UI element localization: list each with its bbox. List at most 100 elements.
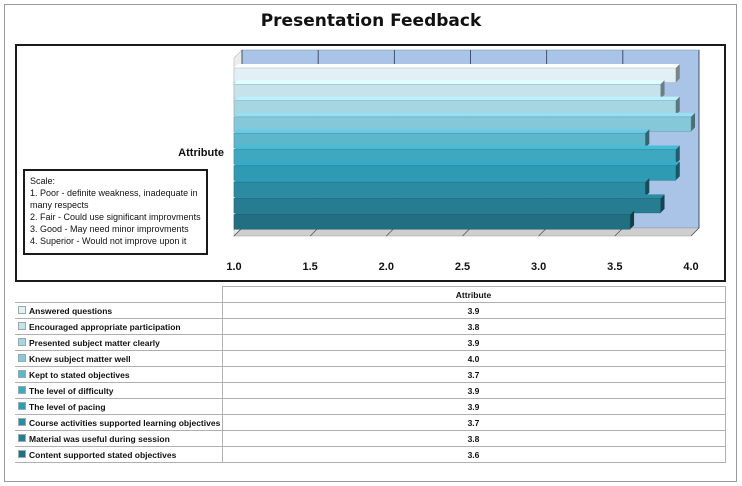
table-category-label: Course activities supported learning obj… (29, 417, 221, 428)
legend-swatch-icon (18, 401, 26, 410)
bar-9 (233, 194, 665, 214)
table-row: Presented subject matter clearly 3.9 (15, 334, 726, 351)
x-tick-label: 1.0 (226, 261, 242, 273)
table-value-cell: 3.6 (221, 446, 726, 463)
legend-swatch-icon (18, 417, 26, 426)
table-value-cell: 3.9 (221, 302, 726, 319)
table-value-cell: 3.7 (221, 414, 726, 431)
table-row: The level of pacing 3.9 (15, 398, 726, 415)
x-gridline-floor (690, 227, 700, 237)
x-tick-label: 2.0 (378, 261, 394, 273)
bar-top-face (234, 80, 665, 85)
bar-top-face (234, 112, 695, 117)
table-header-cell: Attribute (221, 286, 726, 303)
table-category-cell: Encouraged appropriate participation (15, 318, 223, 335)
table-row: Encouraged appropriate participation 3.8 (15, 318, 726, 335)
table-value-cell: 4.0 (221, 350, 726, 367)
table-category-cell: Knew subject matter well (15, 350, 223, 367)
bar-10 (233, 210, 635, 230)
table-value-cell: 3.7 (221, 366, 726, 383)
table-value-cell: 3.9 (221, 382, 726, 399)
table-category-label: The level of pacing (29, 401, 106, 412)
bar-top-face (234, 129, 650, 134)
legend-swatch-icon (18, 369, 26, 378)
table-row: Knew subject matter well 4.0 (15, 350, 726, 367)
table-category-cell: Kept to stated objectives (15, 366, 223, 383)
scale-line-3: 3. Good - May need minor improvments (30, 224, 189, 234)
x-tick-label: 2.5 (454, 261, 471, 273)
legend-swatch-icon (18, 385, 26, 394)
table-row: Kept to stated objectives 3.7 (15, 366, 726, 383)
bar-top-face (234, 194, 665, 199)
bar-end-face (675, 161, 680, 181)
scale-legend-box: Scale: 1. Poor - definite weakness, inad… (23, 169, 208, 255)
table-category-label: Kept to stated objectives (29, 369, 130, 380)
bar-top-face (234, 178, 650, 183)
bar-end-face (660, 80, 665, 99)
bar-end-face (660, 194, 665, 213)
table-header-row: Attribute (15, 286, 726, 303)
table-row: Content supported stated objectives 3.6 (15, 446, 726, 463)
table-category-cell: The level of pacing (15, 398, 223, 415)
table-category-cell: Content supported stated objectives (15, 446, 223, 463)
table-row: Answered questions 3.9 (15, 302, 726, 319)
bar-5 (233, 129, 650, 148)
table-row: The level of difficulty 3.9 (15, 382, 726, 399)
legend-swatch-icon (18, 337, 26, 346)
table-category-label: Material was useful during session (29, 433, 170, 444)
table-category-label: Encouraged appropriate participation (29, 321, 181, 332)
scale-line-1: 1. Poor - definite weakness, inadequate … (30, 188, 198, 210)
table-category-label: Answered questions (29, 305, 113, 316)
legend-swatch-icon (18, 433, 26, 442)
bar-6 (233, 145, 680, 165)
y-axis-label: Attribute (178, 147, 224, 159)
table-category-cell: Answered questions (15, 302, 223, 319)
table-category-label: Knew subject matter well (29, 353, 131, 364)
table-value-cell: 3.8 (221, 318, 726, 335)
table-category-cell: Material was useful during session (15, 430, 223, 447)
chart-title: Presentation Feedback (260, 11, 482, 31)
bar-7 (233, 161, 680, 181)
plot-area-border (15, 44, 726, 282)
bar-2 (233, 80, 665, 100)
bar-top-face (234, 96, 680, 101)
scale-line-4: 4. Superior - Would not improve upon it (30, 236, 187, 246)
table-category-label: Content supported stated objectives (29, 449, 177, 460)
bar-top-face (234, 161, 680, 166)
table-row: Material was useful during session 3.8 (15, 430, 726, 447)
bar-end-face (691, 112, 695, 132)
table-category-cell: Course activities supported learning obj… (15, 414, 223, 431)
bar-1 (233, 64, 680, 83)
table-category-label: Presented subject matter clearly (29, 337, 160, 348)
table-value-cell: 3.9 (221, 398, 726, 415)
bar-8 (233, 178, 650, 197)
bar-end-face (675, 145, 680, 164)
table-corner-cell (15, 286, 223, 303)
x-tick-label: 1.5 (302, 261, 318, 273)
bar-end-face (675, 96, 680, 116)
x-tick-label: 3.5 (607, 261, 623, 273)
table-value-cell: 3.9 (221, 334, 726, 351)
table-value-cell: 3.8 (221, 430, 726, 447)
table-category-cell: Presented subject matter clearly (15, 334, 223, 351)
table-category-label: The level of difficulty (29, 385, 114, 396)
bar-4 (233, 112, 695, 132)
bar-end-face (645, 178, 650, 197)
bar-top-face (234, 210, 635, 215)
table-row: Course activities supported learning obj… (15, 414, 726, 431)
scale-heading: Scale: (30, 176, 56, 186)
data-table: Attribute Answered questions 3.9 Encoura… (15, 286, 726, 463)
x-tick-label: 4.0 (683, 261, 699, 273)
scale-line-2: 2. Fair - Could use significant improvme… (30, 212, 201, 222)
x-tick-label: 3.0 (531, 261, 547, 273)
bar-3 (233, 96, 680, 116)
bar-end-face (645, 129, 650, 148)
bar-front-face (233, 214, 631, 230)
bar-end-face (675, 64, 680, 83)
bar-top-face (234, 145, 680, 150)
bar-end-face (630, 210, 635, 230)
bar-top-face (234, 64, 680, 68)
legend-swatch-icon (18, 305, 26, 314)
legend-swatch-icon (18, 321, 26, 330)
